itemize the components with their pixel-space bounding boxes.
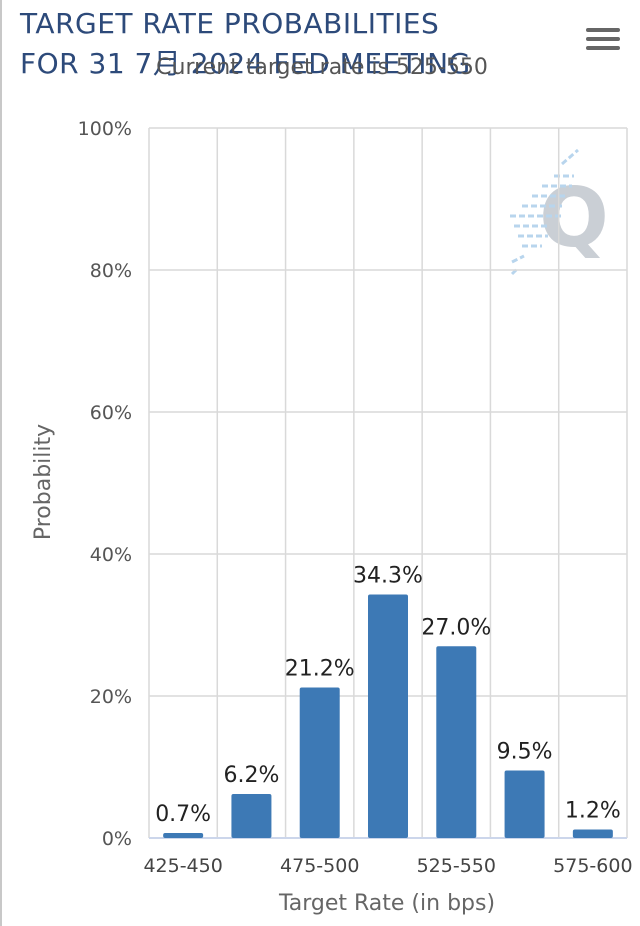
label-layer: 0% 20% 40% 60% 80% 100% 0.7% 425-450 6.2% 21.2% 47… [78,118,633,877]
data-label: 21.2% [285,656,355,681]
x-tick-label: 525-550 [417,855,496,877]
y-tick-label: 20% [90,686,132,708]
hamburger-menu-icon[interactable] [586,28,620,54]
bar[interactable] [163,833,204,838]
chart-title-line-2: FOR 31 7月 2024 FED MEETING [20,47,471,80]
bar[interactable] [299,687,340,838]
bar[interactable] [231,793,272,838]
y-tick-label: 0% [102,828,132,850]
chart-title: TARGET RATE PROBABILITIES FOR 31 7月 2024… [20,4,520,84]
y-axis-title: Probability [31,424,56,540]
bar[interactable] [572,829,613,838]
data-label: 9.5% [497,740,553,765]
data-label: 1.2% [565,798,621,823]
data-label: 6.2% [223,763,279,788]
bar-layer [163,594,613,838]
bar[interactable] [436,646,477,838]
y-tick-label: 60% [90,402,132,424]
x-tick-label: 575-600 [553,855,632,877]
bar[interactable] [504,770,545,838]
data-label: 34.3% [353,563,423,588]
x-tick-label: 425-450 [143,855,222,877]
bar[interactable] [368,594,408,838]
y-tick-label: 80% [90,260,132,282]
watermark-logo: Q [510,148,609,276]
y-tick-label: 100% [78,118,132,140]
data-label: 0.7% [155,802,211,827]
x-axis-title: Target Rate (in bps) [278,891,495,916]
y-tick-label: 40% [90,544,132,566]
grid-layer [148,127,628,839]
x-tick-label: 475-500 [280,855,359,877]
chart-title-line-1: TARGET RATE PROBABILITIES [20,7,440,40]
chart-subtitle: Current target rate is 525-550 [156,55,488,80]
watermark-letter: Q [539,171,609,266]
data-label: 27.0% [421,615,491,640]
